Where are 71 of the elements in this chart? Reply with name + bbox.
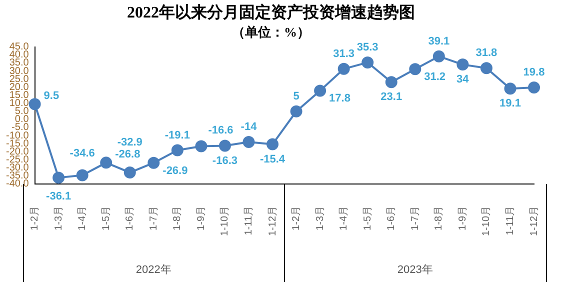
x-tick-label: 1-5月	[100, 206, 112, 230]
point	[409, 63, 422, 76]
point	[148, 156, 160, 169]
x-tick-label: 1-12月	[267, 206, 278, 236]
data-label: -36.1	[46, 190, 72, 203]
data-label: 17.8	[329, 92, 350, 105]
chart-subtitle: （单位：%）	[232, 24, 310, 40]
point	[338, 62, 350, 75]
point	[195, 140, 208, 152]
x-tick-label: 1-11月	[243, 206, 254, 236]
data-label: 34	[456, 74, 470, 86]
point	[242, 136, 255, 148]
point	[385, 76, 398, 88]
data-label: 9.5	[44, 90, 60, 102]
data-label: 31.8	[476, 47, 498, 60]
data-label: -16.3	[212, 154, 238, 167]
data-label: 23.1	[380, 91, 402, 104]
x-tick-label: 1-6月	[124, 206, 136, 230]
data-label: -26.8	[115, 148, 140, 161]
point	[432, 50, 445, 62]
point	[504, 82, 516, 95]
point	[314, 84, 326, 97]
point	[266, 138, 279, 150]
text: 2022年	[136, 264, 172, 276]
chart-title: 2022年以来分月固定资产投资增速趋势图	[127, 4, 415, 22]
x-tick-label: 1-4月	[338, 206, 350, 230]
data-label: -16.6	[208, 124, 234, 136]
data-label: -19.1	[164, 129, 190, 142]
data-label: 31.3	[333, 48, 355, 60]
data-label: -26.9	[162, 164, 188, 177]
point	[124, 166, 136, 179]
data-label: -34.6	[70, 147, 95, 160]
point	[290, 105, 302, 118]
x-tick-label: 1-9月	[457, 206, 468, 230]
x-tick-label: 1-4月	[77, 206, 88, 230]
x-tick-label: 1-12月	[528, 206, 540, 236]
point	[76, 169, 88, 182]
point	[480, 62, 492, 74]
data-label: -32.9	[117, 136, 142, 149]
x-tick-label: 1-6月	[386, 206, 398, 230]
x-tick-label: 1-8月	[172, 206, 184, 230]
data-label: -15.4	[260, 153, 286, 166]
point	[171, 144, 184, 156]
data-label: 5	[293, 90, 300, 102]
x-tick-label: 1-2月	[291, 206, 302, 230]
data-label: 35.3	[356, 41, 378, 54]
y-tick-label: -40.0	[6, 178, 30, 190]
text: 2023年	[397, 264, 433, 276]
data-label: 19.1	[500, 98, 521, 110]
point	[362, 56, 374, 68]
x-tick-label: 1-3月	[314, 206, 326, 230]
data-label: 19.8	[523, 66, 545, 79]
x-tick-label: 1-11月	[504, 206, 516, 236]
x-tick-label: 1-5月	[362, 206, 374, 230]
x-tick-label: 1-3月	[53, 206, 64, 230]
point	[52, 172, 65, 184]
point	[456, 58, 469, 71]
x-tick-label: 1-10月	[220, 206, 231, 236]
x-tick-label: 1-2月	[30, 206, 41, 230]
point	[528, 81, 540, 94]
data-label: 31.2	[424, 71, 446, 84]
point	[100, 156, 112, 169]
x-tick-label: 1-9月	[196, 206, 207, 230]
x-tick-label: 1-10月	[481, 206, 492, 236]
x-tick-label: 1-7月	[410, 206, 421, 230]
point	[28, 98, 41, 110]
x-tick-label: 1-8月	[434, 206, 445, 230]
data-label: -14	[240, 121, 258, 134]
x-tick-label: 1-7月	[148, 206, 160, 230]
point	[218, 140, 231, 152]
data-label: 39.1	[428, 35, 450, 48]
